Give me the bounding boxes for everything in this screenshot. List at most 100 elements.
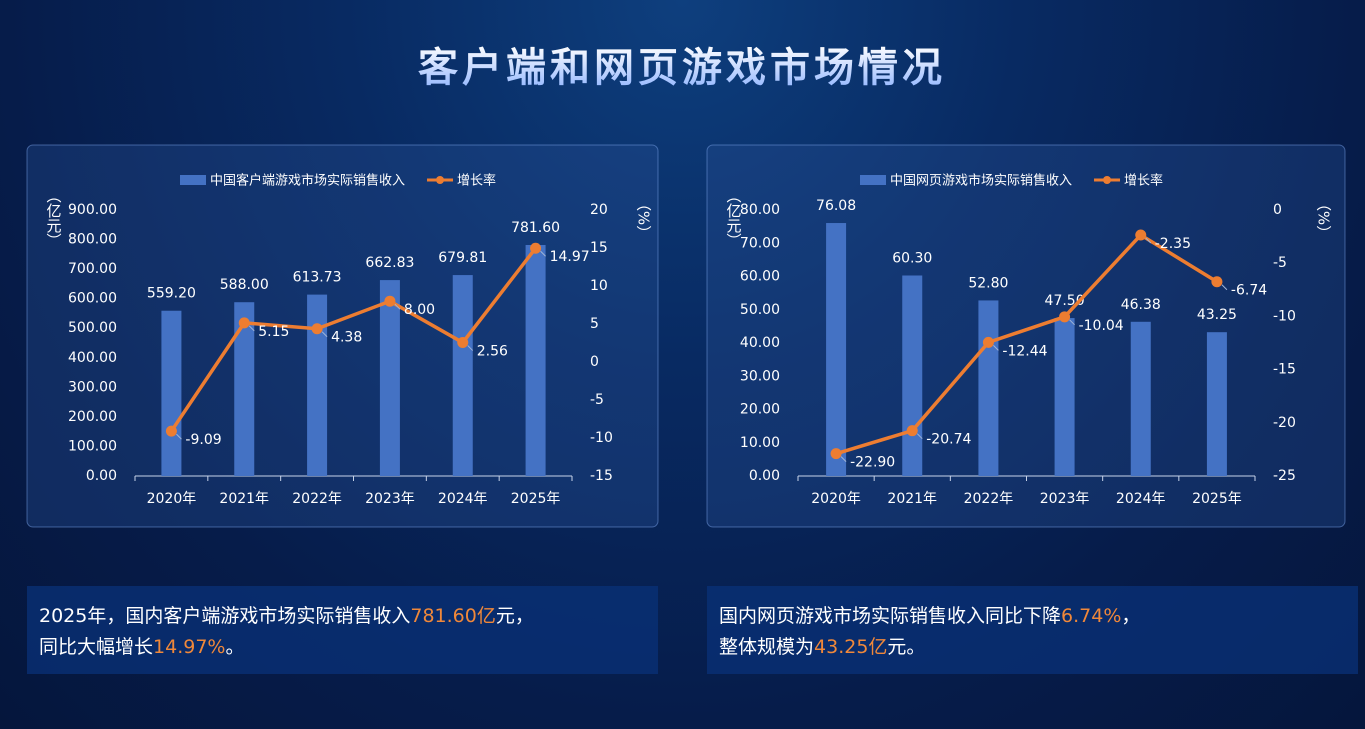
y-tick-label: 20.00 (740, 402, 780, 418)
line-value-label: -6.74 (1231, 283, 1267, 299)
x-tick-label: 2022年 (964, 491, 1014, 507)
line (169, 247, 537, 433)
line-point (830, 448, 842, 460)
y2-tick-label: 15 (590, 240, 608, 256)
x-tick-label: 2024年 (1116, 491, 1166, 507)
legend-swatch (860, 175, 886, 185)
y-tick-label: 10.00 (740, 435, 780, 451)
y-tick-label: 80.00 (740, 202, 780, 218)
y-tick-label: 900.00 (68, 202, 117, 218)
bar-value-label: 76.08 (816, 198, 856, 214)
y-tick-label: 200.00 (68, 409, 117, 425)
line-value-label: -2.35 (1155, 236, 1191, 252)
caption-text: 国内网页游戏市场实际销售收入同比下降 (719, 605, 1062, 627)
line-point (1211, 276, 1223, 288)
x-tick-label: 2022年 (292, 491, 342, 507)
bar (826, 223, 847, 476)
bar-value-label: 679.81 (438, 250, 487, 266)
caption-text: 2025年，国内客户端游戏市场实际销售收入 (39, 605, 411, 627)
x-tick-label: 2024年 (438, 491, 488, 507)
y2-tick-label: -5 (590, 392, 604, 408)
y2-axis-label: （%） (635, 196, 653, 240)
bar-value-label: 613.73 (293, 270, 342, 286)
bar-value-label: 781.60 (511, 220, 560, 236)
bar-value-label: 588.00 (220, 277, 269, 293)
line-point (1059, 311, 1071, 323)
x-tick-label: 2023年 (365, 491, 415, 507)
line-value-label: 4.38 (331, 330, 362, 346)
caption: 2025年，国内客户端游戏市场实际销售收入781.60亿元， 同比大幅增长14.9… (27, 586, 658, 674)
x-tick-label: 2020年 (811, 491, 861, 507)
x-tick-label: 2020年 (147, 491, 197, 507)
line-point (906, 425, 918, 437)
bar-value-label: 60.30 (892, 251, 932, 267)
bar (161, 310, 182, 476)
line-value-label: -12.44 (1002, 343, 1047, 359)
line-point (982, 336, 994, 348)
legend-swatch (180, 175, 206, 185)
y2-tick-label: -5 (1273, 255, 1287, 271)
caption-text: 同比大幅增长 (39, 636, 154, 658)
leader (248, 325, 255, 332)
y2-tick-label: -10 (1273, 308, 1296, 324)
y-tick-label: 400.00 (68, 350, 117, 366)
highlight: 43.25亿 (814, 636, 888, 658)
caption-text: 元。 (887, 636, 926, 658)
panel (26, 144, 659, 528)
line-value-label: -9.09 (185, 432, 221, 448)
line-value-label: 5.15 (258, 324, 289, 340)
caption: 国内网页游戏市场实际销售收入同比下降6.74%， 整体规模为43.25亿元。 (707, 586, 1358, 674)
line-point (1135, 229, 1147, 241)
x-tick-label: 2021年 (887, 491, 937, 507)
line-point (530, 242, 542, 254)
caption-text: 整体规模为 (719, 636, 815, 658)
bar-value-label: 559.20 (147, 286, 196, 302)
highlight: 14.97% (153, 636, 226, 658)
y-tick-label: 0.00 (86, 468, 117, 484)
line-point (165, 425, 177, 437)
y-tick-label: 40.00 (740, 335, 780, 351)
x-tick-label: 2021年 (219, 491, 269, 507)
bar (1130, 321, 1151, 476)
line-value-label: -22.90 (850, 455, 895, 471)
legend-swatch (1103, 176, 1112, 184)
bar-value-label: 662.83 (365, 255, 414, 271)
bar (902, 275, 923, 476)
leader (176, 433, 182, 440)
y2-tick-label: 10 (590, 278, 608, 294)
leader (993, 345, 999, 351)
line-point (457, 337, 469, 349)
bar (234, 302, 255, 476)
caption-line: 整体规模为43.25亿元。 (719, 632, 1358, 663)
caption-text: 元， (495, 605, 534, 627)
caption-text: ， (1121, 605, 1141, 627)
y2-tick-label: 20 (590, 202, 608, 218)
page-title: 客户端和网页游戏市场情况 (418, 45, 946, 91)
y-tick-label: 500.00 (68, 320, 117, 336)
highlight: 6.74% (1061, 605, 1122, 627)
y-tick-label: 800.00 (68, 232, 117, 248)
y-tick-label: 60.00 (740, 269, 780, 285)
line-point (238, 317, 250, 329)
line-value-label: -20.74 (926, 432, 971, 448)
y-tick-label: 600.00 (68, 291, 117, 307)
line-point (384, 295, 396, 307)
x-tick-label: 2025年 (511, 491, 561, 507)
y2-tick-label: -15 (590, 468, 613, 484)
y-axis-label: （亿元） (45, 188, 63, 248)
y2-tick-label: -10 (590, 430, 613, 446)
y-tick-label: 30.00 (740, 368, 780, 384)
legend-label: 增长率 (1124, 173, 1163, 189)
caption-text: 。 (225, 636, 245, 658)
bar (452, 275, 473, 476)
line-value-label: 8.00 (404, 302, 435, 318)
caption-line: 同比大幅增长14.97%。 (39, 632, 658, 663)
y2-tick-label: -15 (1273, 362, 1296, 378)
bar (379, 280, 400, 476)
line-value-label: 2.56 (477, 344, 508, 360)
y2-tick-label: 5 (590, 316, 599, 332)
leader (840, 456, 847, 463)
panel (706, 144, 1346, 528)
y-tick-label: 0.00 (749, 468, 780, 484)
